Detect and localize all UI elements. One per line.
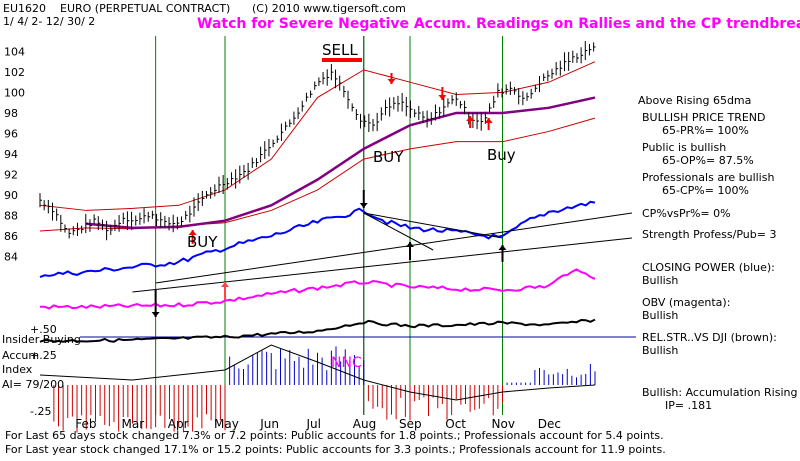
upper-band-line <box>39 61 596 211</box>
accum-minus25: -.25 <box>30 405 51 418</box>
signal-arrow-head <box>466 116 475 121</box>
note-public: Public is bullish <box>642 141 726 154</box>
note-cp: 65-CP%= 100% <box>662 184 749 197</box>
y-tick-label: 84 <box>4 251 18 264</box>
indicator-lines <box>39 61 633 343</box>
y-tick-label: 102 <box>4 66 25 79</box>
y-axis-ticks: 84 86 88 90 92 94 96 98 100 102 104 <box>4 45 25 263</box>
signal-arrow-head <box>387 79 396 84</box>
signal-arrow-head <box>498 245 507 250</box>
trend-line <box>155 212 633 284</box>
trend-line <box>363 212 503 239</box>
gridlines <box>80 36 636 415</box>
signal-arrow-head <box>359 203 368 208</box>
sell-label: SELL <box>322 41 358 59</box>
x-tick-label: Nov <box>492 417 515 431</box>
x-tick-label: Oct <box>445 417 466 431</box>
x-tick-label: Aug <box>353 417 376 431</box>
signal-arrow-head <box>406 242 414 247</box>
note-price-trend: BULLISH PRICE TREND <box>642 111 766 124</box>
note-ip: IP= .181 <box>665 399 712 412</box>
note-pr: 65-PR%= 100% <box>662 124 749 137</box>
index-label: Index <box>2 363 33 376</box>
signal-arrow-head <box>484 118 493 123</box>
note-op: 65-OP%= 87.5% <box>662 154 754 167</box>
accum-plus25: +.25 <box>30 349 57 362</box>
buy-label-right: Buy <box>487 146 516 164</box>
signal-markers <box>151 73 507 317</box>
footer-line-2: For Last year stock changed 17.1% or 15.… <box>5 443 666 456</box>
signal-arrow-head <box>221 282 229 287</box>
y-tick-label: 98 <box>4 107 18 120</box>
y-tick-label: 86 <box>4 230 18 243</box>
note-strength: Strength Profess/Pub= 3 <box>642 228 776 241</box>
rel-strength-line <box>39 318 596 343</box>
ma65-line <box>86 96 596 230</box>
obv-line <box>39 268 596 310</box>
note-relstr: REL.STR..VS DJI (brown): <box>642 331 777 344</box>
accum-plus50: +.50 <box>30 323 57 336</box>
x-tick-label: Mar <box>122 417 145 431</box>
note-accum: Bullish: Accumulation Rising <box>642 386 797 399</box>
x-axis-months: Feb Mar Apr May Jun Jul Aug Sep Oct Nov Dec <box>75 417 561 431</box>
note-relstr-status: Bullish <box>642 344 678 357</box>
closing-power-line <box>39 200 596 279</box>
y-tick-label: 96 <box>4 127 18 140</box>
signal-arrow-head <box>438 95 447 100</box>
note-cpvspr: CP%vsPr%= 0% <box>642 207 731 220</box>
accum-ma-line <box>39 344 596 401</box>
x-tick-label: Apr <box>168 417 189 431</box>
note-cp-status: Bullish <box>642 274 678 287</box>
insider-label: Insider Buying <box>2 333 81 346</box>
copyright: (C) 2010 www.tigersoft.com <box>252 2 406 15</box>
x-tick-label: Jun <box>259 417 279 431</box>
trend-line <box>132 237 633 293</box>
note-obv-status: Bullish <box>642 309 678 322</box>
note-obv: OBV (magenta): <box>642 296 730 309</box>
x-tick-label: Dec <box>538 417 561 431</box>
price-bars <box>39 40 596 241</box>
headline: Watch for Severe Negative Accum. Reading… <box>197 16 800 32</box>
x-tick-label: Feb <box>75 417 96 431</box>
accum-label: Accum <box>2 349 39 362</box>
contract-name: EURO (PERPETUAL CONTRACT) <box>60 2 230 15</box>
y-tick-label: 92 <box>4 169 18 182</box>
y-tick-label: 104 <box>4 45 25 58</box>
x-tick-label: Jul <box>306 417 321 431</box>
ai-label: AI= 79/200 <box>2 378 64 391</box>
symbol-label: EU1620 <box>3 2 46 15</box>
x-tick-label: May <box>214 417 239 431</box>
buy-label-mid: BUY <box>373 148 404 166</box>
accumulation-histogram <box>39 344 596 433</box>
y-tick-label: 100 <box>4 86 25 99</box>
note-above-dma: Above Rising 65dma <box>638 94 751 107</box>
right-notes: Above Rising 65dma BULLISH PRICE TREND 6… <box>638 94 797 412</box>
note-closing-power: CLOSING POWER (blue): <box>642 261 775 274</box>
note-professionals: Professionals are bullish <box>642 171 774 184</box>
trend-line <box>363 212 434 251</box>
x-tick-label: Sep <box>399 417 422 431</box>
y-tick-label: 88 <box>4 210 18 223</box>
date-range: 1/ 4/ 2- 12/ 30/ 2 <box>3 15 95 28</box>
buy-label-left: BUY <box>187 233 218 251</box>
nnc-label: NNC <box>331 355 362 371</box>
y-tick-label: 94 <box>4 148 18 161</box>
footer-line-1: For Last 65 days stock changed 7.3% or 7… <box>5 429 664 442</box>
y-tick-label: 90 <box>4 189 18 202</box>
signal-arrow-head <box>151 312 160 317</box>
signal-arrow-head <box>188 230 197 235</box>
